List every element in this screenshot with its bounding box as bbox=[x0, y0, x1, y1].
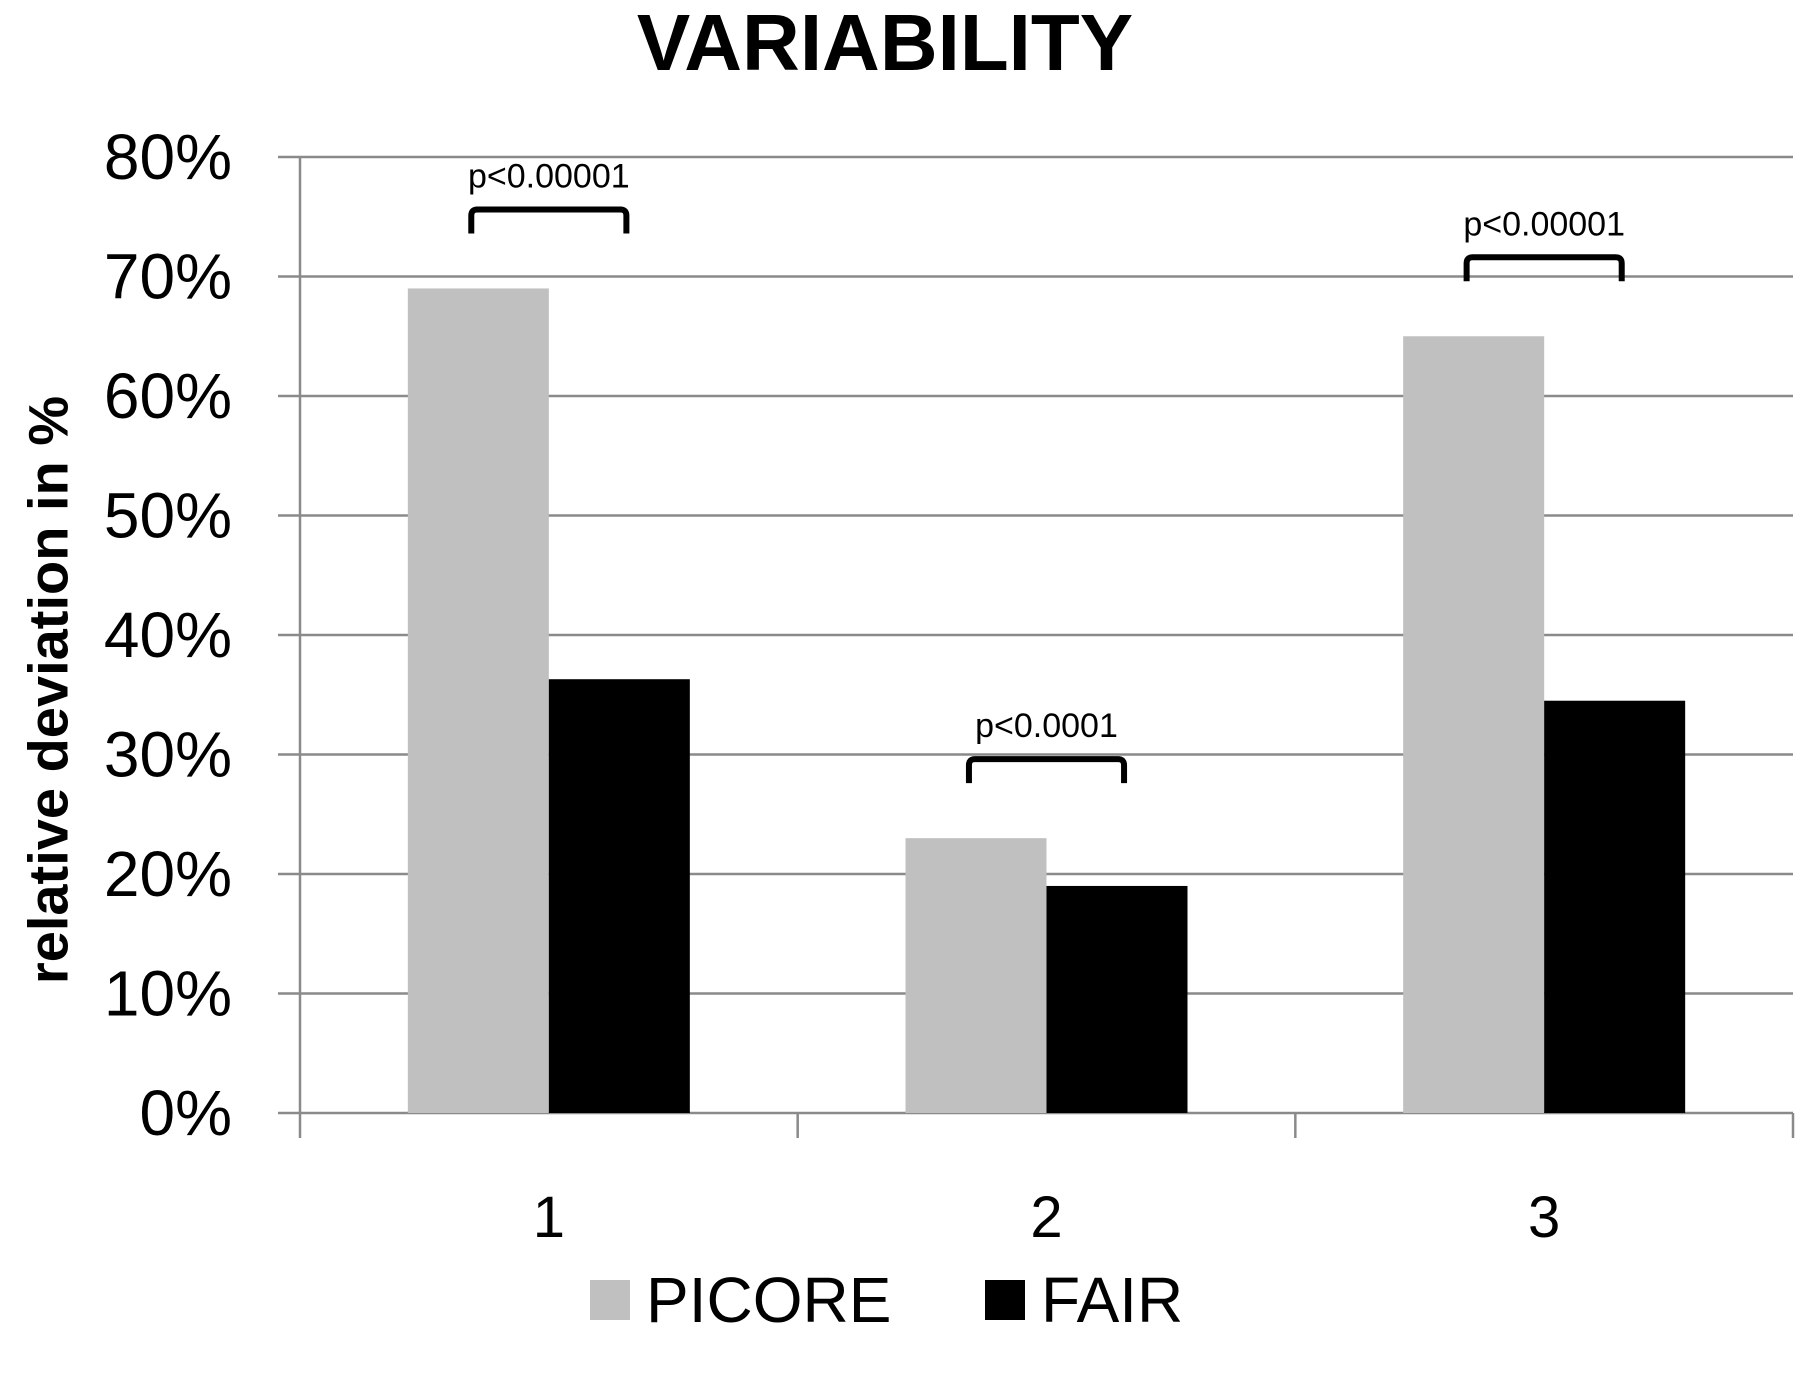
bar-fair-1 bbox=[548, 679, 690, 1113]
x-tick-label: 1 bbox=[533, 1185, 565, 1250]
y-tick-label: 70% bbox=[104, 241, 232, 313]
legend-label: FAIR bbox=[1041, 1264, 1183, 1336]
y-tick-label: 10% bbox=[104, 958, 232, 1030]
p-value-label: p<0.00001 bbox=[468, 157, 630, 195]
bar-fair-3 bbox=[1544, 700, 1686, 1113]
y-tick-label: 20% bbox=[104, 838, 232, 910]
p-value-label: p<0.00001 bbox=[1463, 205, 1625, 243]
y-tick-label: 40% bbox=[104, 599, 232, 671]
significance-bracket bbox=[965, 756, 1128, 784]
legend-swatch-picore bbox=[590, 1280, 630, 1320]
x-tick-label: 3 bbox=[1528, 1185, 1560, 1250]
legend-label: PICORE bbox=[646, 1264, 891, 1336]
significance-bracket bbox=[1463, 254, 1625, 282]
bars bbox=[407, 288, 1686, 1113]
y-axis-label: relative deviation in % bbox=[17, 396, 80, 984]
y-tick-label: 80% bbox=[104, 121, 232, 193]
bar-picore-2 bbox=[905, 838, 1047, 1113]
y-tick-label: 30% bbox=[104, 719, 232, 791]
bar-picore-3 bbox=[1403, 336, 1545, 1113]
significance-bracket bbox=[468, 206, 630, 234]
y-tick-label: 0% bbox=[140, 1077, 233, 1149]
axes: 0% 10% 20% 30% 40% 50% 60% 70% 80% 1 2 3 bbox=[104, 121, 1795, 1250]
x-tick-label: 2 bbox=[1030, 1185, 1062, 1250]
chart-title: VARIABILITY bbox=[637, 0, 1133, 87]
legend: PICORE FAIR bbox=[590, 1264, 1183, 1336]
bar-fair-2 bbox=[1046, 885, 1188, 1113]
y-tick-label: 60% bbox=[104, 360, 232, 432]
y-tick-label: 50% bbox=[104, 480, 232, 552]
bar-picore-1 bbox=[407, 288, 549, 1113]
legend-swatch-fair bbox=[985, 1280, 1025, 1320]
p-value-label: p<0.0001 bbox=[975, 707, 1118, 745]
significance-annotations: p<0.00001 p<0.0001 p<0.00001 bbox=[468, 157, 1625, 784]
